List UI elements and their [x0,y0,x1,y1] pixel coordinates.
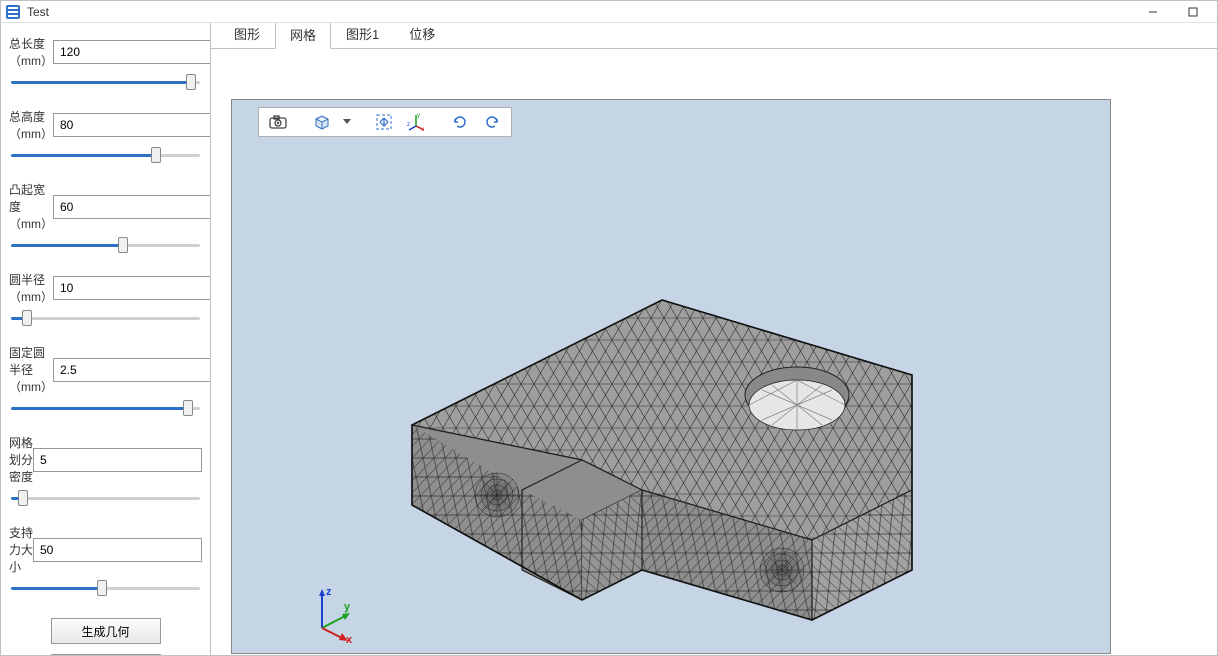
param-input[interactable] [33,448,202,472]
param-slider-row [9,309,202,330]
svg-text:y: y [344,601,351,613]
action-button[interactable]: 生成几何 [51,618,161,644]
param-row: 凸起宽度（mm） [9,181,202,232]
param-input[interactable] [53,358,211,382]
param-slider[interactable] [11,73,200,91]
titlebar: Test [1,1,1217,23]
fit-icon[interactable] [371,110,397,134]
rotate-ccw-icon[interactable] [447,110,473,134]
action-buttons: 生成几何生成网格计算一键计算 [9,618,202,655]
param-row: 圆半径（mm） [9,271,202,305]
app-body: 总长度（mm） 总高度（mm） 凸起宽度（mm） 圆半径（mm） 固定圆半径（m… [1,23,1217,655]
param-label: 总高度（mm） [9,108,53,142]
param-row: 总高度（mm） [9,108,202,142]
param-label: 固定圆半径（mm） [9,344,53,395]
tab[interactable]: 图形1 [331,23,394,48]
app-window: Test 总长度（mm） 总高度（mm） 凸起宽度（mm） 圆半径（mm） 固定… [0,0,1218,656]
tab[interactable]: 图形 [219,23,275,48]
param-slider[interactable] [11,146,200,164]
param-slider-row [9,236,202,257]
sidebar: 总长度（mm） 总高度（mm） 凸起宽度（mm） 圆半径（mm） 固定圆半径（m… [1,23,211,655]
param-input[interactable] [53,40,211,64]
tabs: 图形网格图形1位移 [211,23,1217,49]
param-slider[interactable] [11,489,200,507]
svg-text:z: z [326,586,332,598]
minimize-button[interactable] [1133,2,1173,22]
param-input[interactable] [53,276,211,300]
param-row: 网格划分密度 [9,434,202,485]
param-label: 圆半径（mm） [9,271,53,305]
rotate-cw-icon[interactable] [479,110,505,134]
main-area: 图形网格图形1位移 y x z [211,23,1217,655]
dropdown-icon[interactable] [341,110,353,134]
param-slider[interactable] [11,309,200,327]
tab[interactable]: 网格 [275,23,331,49]
window-controls [1133,2,1213,22]
viewport-wrap: y x z [211,49,1217,655]
param-slider[interactable] [11,399,200,417]
param-slider-row [9,579,202,600]
maximize-button[interactable] [1173,2,1213,22]
param-row: 总长度（mm） [9,35,202,69]
mesh-render [352,230,1052,650]
param-input[interactable] [53,113,211,137]
param-label: 总长度（mm） [9,35,53,69]
window-title: Test [27,5,1133,19]
svg-text:x: x [421,127,424,132]
app-icon [5,4,21,20]
svg-text:x: x [346,634,353,643]
param-slider-row [9,489,202,510]
axis-indicator: z y x [302,583,362,643]
viewport-toolbar: y x z [258,107,512,137]
param-label: 支持力大小 [9,524,33,575]
param-label: 凸起宽度（mm） [9,181,53,232]
param-row: 固定圆半径（mm） [9,344,202,395]
action-button[interactable]: 生成网格 [51,654,161,655]
svg-text:y: y [417,113,420,119]
param-slider-row [9,399,202,420]
svg-text:z: z [407,122,410,128]
param-slider-row [9,146,202,167]
xyz-icon[interactable]: y x z [403,110,429,134]
param-label: 网格划分密度 [9,434,33,485]
param-slider[interactable] [11,236,200,254]
tab[interactable]: 位移 [394,23,450,48]
camera-icon[interactable] [265,110,291,134]
cube-icon[interactable] [309,110,335,134]
param-slider[interactable] [11,579,200,597]
param-slider-row [9,73,202,94]
param-input[interactable] [53,195,211,219]
param-input[interactable] [33,538,202,562]
param-row: 支持力大小 [9,524,202,575]
viewport-3d[interactable]: y x z [231,99,1111,654]
